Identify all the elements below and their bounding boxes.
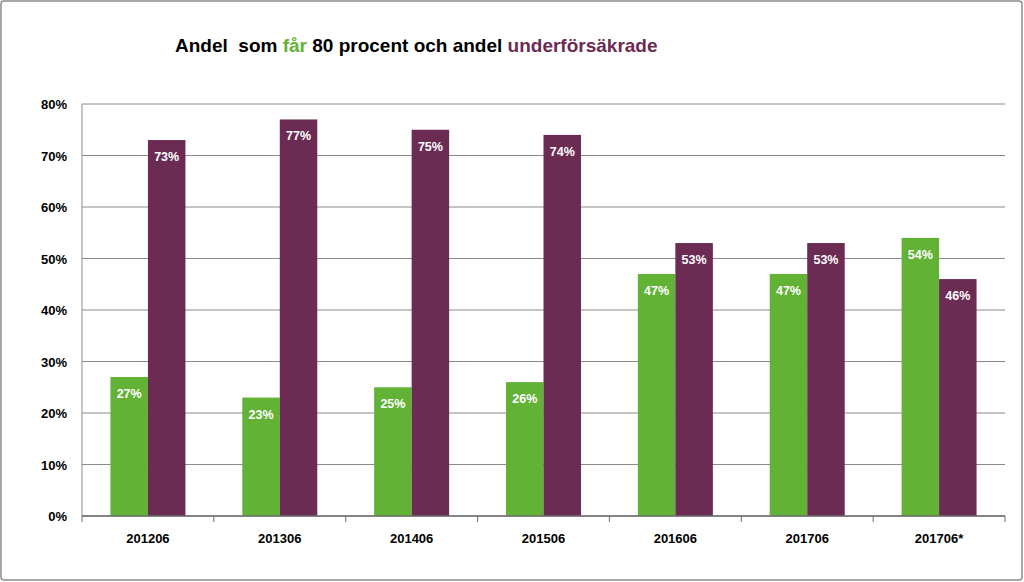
bar [675, 243, 713, 516]
x-tick-label: 201606 [654, 531, 697, 546]
bar [638, 274, 676, 516]
y-tick-label: 10% [41, 458, 67, 473]
data-label: 53% [682, 253, 707, 267]
data-label: 73% [154, 150, 179, 164]
bar [412, 130, 450, 516]
bar [807, 243, 845, 516]
x-tick-label: 201306 [258, 531, 301, 546]
grid-line [82, 104, 1005, 105]
y-tick-label: 50% [41, 252, 67, 267]
bars [110, 119, 976, 516]
bar [770, 274, 808, 516]
x-axis [82, 515, 1005, 517]
data-label: 75% [418, 140, 443, 154]
x-tick-label: 201706 [786, 531, 829, 546]
data-label: 46% [945, 289, 970, 303]
title-part: Andel som [175, 35, 283, 56]
x-tick-label: 201506 [522, 531, 565, 546]
title-series-name: får [283, 35, 308, 56]
bar [280, 119, 318, 516]
data-label: 47% [644, 284, 669, 298]
y-axis [82, 104, 83, 516]
bar [110, 377, 148, 516]
x-tick [741, 516, 742, 522]
y-tick-label: 20% [41, 406, 67, 421]
x-tick-label: 201206 [126, 531, 169, 546]
title-series-name: underförsäkrade [508, 35, 658, 56]
x-tick [213, 516, 214, 522]
data-label: 47% [776, 284, 801, 298]
bar [242, 398, 279, 516]
data-label: 26% [512, 392, 537, 406]
data-label: 54% [908, 248, 933, 262]
y-tick-label: 0% [48, 509, 67, 524]
data-label: 27% [117, 387, 142, 401]
title-part: 80 procent och andel [307, 35, 508, 56]
bar [902, 238, 940, 516]
x-tick [477, 516, 478, 522]
bar [506, 382, 544, 516]
grid-line [82, 516, 1005, 517]
y-tick-label: 60% [41, 200, 67, 215]
data-label: 77% [286, 129, 311, 143]
x-tick-label: 201706* [915, 531, 964, 546]
bar [544, 135, 582, 516]
x-tick [82, 516, 83, 522]
data-label: 23% [249, 408, 274, 422]
x-tick [345, 516, 346, 522]
bar [148, 140, 186, 516]
x-tick [1005, 516, 1006, 522]
x-tick [873, 516, 874, 522]
data-label: 53% [813, 253, 838, 267]
chart: Andel som får 80 procent och andel under… [0, 0, 1024, 582]
y-tick-label: 40% [41, 303, 67, 318]
x-tick-label: 201406 [390, 531, 433, 546]
data-label: 74% [550, 145, 575, 159]
frame [1, 1, 1022, 580]
title: Andel som får 80 procent och andel under… [175, 35, 658, 56]
data-label: 25% [380, 397, 405, 411]
x-tick [609, 516, 610, 522]
data-labels: 27% 23% 25% 26% 47% 47% 54% 73% 77% 75% 74% 53% 53% 4… [117, 129, 971, 421]
y-tick-label: 80% [41, 97, 67, 112]
y-tick-label: 30% [41, 355, 67, 370]
y-tick-label: 70% [41, 149, 67, 164]
bar [939, 279, 977, 516]
bar [374, 387, 412, 516]
